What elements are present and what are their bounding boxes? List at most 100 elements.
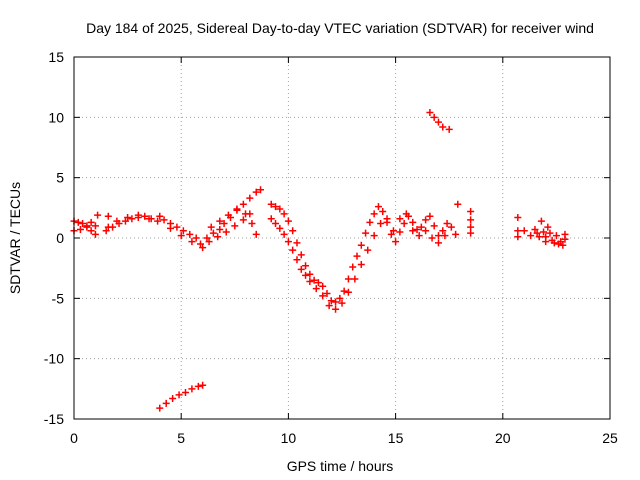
y-tick-label: 5 [56, 170, 64, 186]
data-point [160, 216, 168, 224]
data-point [325, 302, 333, 310]
data-point [396, 215, 404, 223]
data-point [531, 226, 539, 234]
data-point [231, 222, 239, 230]
data-point [276, 224, 284, 232]
data-point [239, 200, 247, 208]
data-point [166, 224, 174, 232]
y-axis-label: SDTVAR / TECUs [7, 182, 23, 294]
data-point [209, 229, 217, 237]
data-point [409, 227, 417, 235]
data-point [104, 212, 112, 220]
data-point [94, 211, 102, 219]
data-point [113, 217, 121, 225]
data-point [370, 232, 378, 240]
data-point [428, 234, 436, 242]
data-point [340, 287, 348, 295]
x-tick-label: 0 [70, 430, 78, 446]
data-point [205, 238, 213, 246]
data-point [83, 223, 91, 231]
data-point [186, 230, 194, 238]
data-point [552, 232, 560, 240]
data-point [134, 211, 142, 219]
data-point [121, 217, 129, 225]
data-point [312, 285, 320, 293]
data-point [207, 223, 215, 231]
data-point [415, 232, 423, 240]
x-tick-label: 5 [177, 430, 185, 446]
data-point [175, 391, 183, 399]
data-point [409, 218, 417, 226]
data-point [434, 239, 442, 247]
data-point [156, 212, 164, 220]
data-point [434, 232, 442, 240]
data-point [154, 217, 162, 225]
grid [74, 57, 610, 419]
data-point [344, 275, 352, 283]
data-point [542, 233, 550, 241]
data-point [413, 226, 421, 234]
data-point [289, 246, 297, 254]
data-point [467, 229, 475, 237]
data-point [351, 275, 359, 283]
data-point [293, 256, 301, 264]
data-point [280, 230, 288, 238]
data-point [233, 205, 241, 213]
data-point [467, 216, 475, 224]
data-point [426, 109, 434, 117]
data-point [314, 279, 322, 287]
data-point [203, 234, 211, 242]
data-point [353, 252, 361, 260]
data-point [199, 381, 207, 389]
data-point [467, 207, 475, 215]
data-point [443, 220, 451, 228]
data-point [181, 388, 189, 396]
data-point [559, 241, 567, 249]
y-tick-label: 0 [56, 230, 64, 246]
data-point [145, 215, 153, 223]
y-tick-label: 10 [48, 109, 64, 125]
data-point [546, 229, 554, 237]
data-point [441, 232, 449, 240]
data-point [280, 210, 288, 218]
data-point [162, 399, 170, 407]
y-tick-label: -5 [52, 290, 65, 306]
data-point [252, 230, 260, 238]
data-point [430, 222, 438, 230]
data-point [454, 200, 462, 208]
x-tick-label: 20 [495, 430, 511, 446]
axis-ticks: 0 5 10 15 20 25 15 10 5 0 -5 -10 -15 [44, 49, 618, 446]
data-point [310, 276, 318, 284]
data-point [220, 220, 228, 228]
data-point [216, 226, 224, 234]
data-point [535, 233, 543, 241]
data-point [364, 246, 372, 254]
y-tick-label: -15 [44, 411, 64, 427]
data-point [336, 294, 344, 302]
data-point [177, 232, 185, 240]
data-point [179, 227, 187, 235]
data-point [319, 292, 327, 300]
data-point [306, 277, 314, 285]
data-point [199, 244, 207, 252]
data-point [302, 271, 310, 279]
data-point [514, 227, 522, 235]
data-point [156, 404, 164, 412]
data-point [417, 223, 425, 231]
data-point [306, 270, 314, 278]
data-point [222, 228, 230, 236]
data-point [289, 227, 297, 235]
plot-frame [73, 56, 611, 420]
data-point [402, 210, 410, 218]
data-point [537, 217, 545, 225]
data-point [87, 227, 95, 235]
data-point [514, 213, 522, 221]
data-point [252, 188, 260, 196]
data-point [377, 220, 385, 228]
data-point [422, 216, 430, 224]
data-point [214, 233, 222, 241]
data-point [284, 217, 292, 225]
data-point [267, 215, 275, 223]
data-point [224, 211, 232, 219]
x-tick-label: 15 [388, 430, 404, 446]
